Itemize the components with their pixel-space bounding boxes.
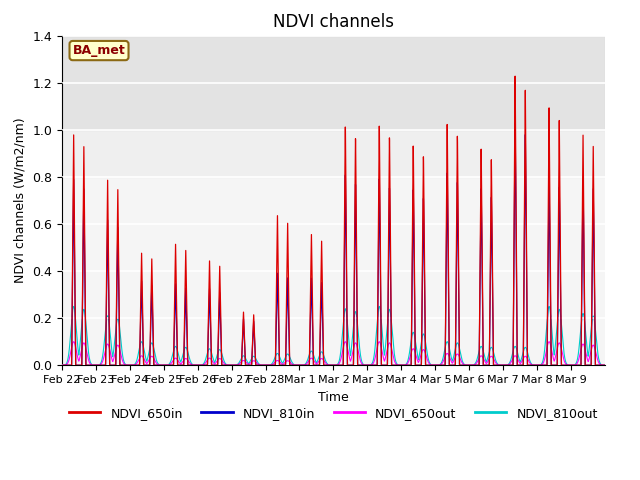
Y-axis label: NDVI channels (W/m2/nm): NDVI channels (W/m2/nm) [13,118,26,283]
Text: BA_met: BA_met [73,44,125,57]
Legend: NDVI_650in, NDVI_810in, NDVI_650out, NDVI_810out: NDVI_650in, NDVI_810in, NDVI_650out, NDV… [64,402,603,425]
Bar [62,36,605,130]
Bar [62,130,605,177]
Title: NDVI channels: NDVI channels [273,13,394,32]
X-axis label: Time: Time [318,391,349,404]
